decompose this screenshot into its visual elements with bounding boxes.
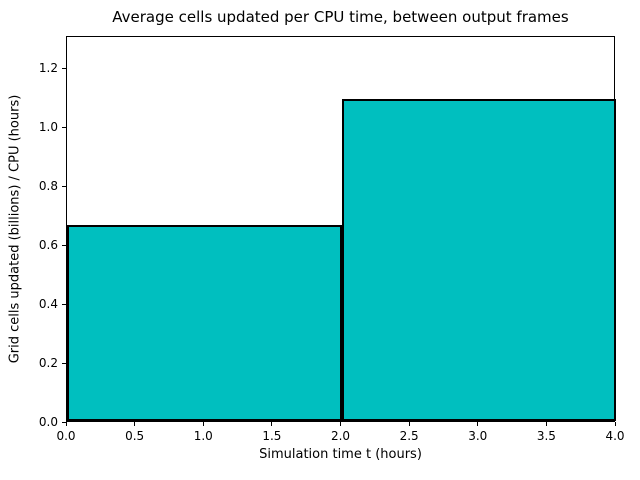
- x-tick-label: 0.0: [56, 429, 76, 443]
- x-tick-mark: [614, 422, 616, 426]
- y-tick-label: 0.6: [38, 238, 58, 253]
- histogram-bar: [67, 224, 342, 421]
- x-tick-label: 3.5: [536, 429, 556, 443]
- y-tick-label: 1.0: [38, 120, 58, 135]
- y-axis-label: Grid cells updated (billions) / CPU (hou…: [7, 94, 23, 364]
- y-tick-mark: [62, 126, 66, 128]
- y-tick-mark: [62, 67, 66, 69]
- plot-area: [66, 36, 616, 422]
- x-tick-mark: [340, 422, 341, 426]
- x-tick-mark: [202, 422, 204, 426]
- x-tick-mark: [134, 422, 136, 426]
- x-tick-label: 4.0: [605, 429, 625, 443]
- x-tick-label: 2.0: [330, 429, 351, 443]
- x-tick-label: 2.5: [399, 429, 419, 443]
- x-tick-label: 3.0: [468, 429, 488, 443]
- y-tick-label: 0.2: [38, 356, 58, 371]
- x-tick-label: 1.0: [193, 429, 213, 443]
- y-tick-mark: [62, 362, 66, 364]
- x-tick-mark: [477, 422, 479, 426]
- y-tick-mark: [62, 244, 66, 246]
- y-tick-label: 0.4: [38, 297, 58, 312]
- y-tick-label: 0.8: [38, 179, 58, 194]
- y-tick-mark: [62, 303, 66, 305]
- y-tick-mark: [62, 185, 66, 187]
- x-axis-label: Simulation time t (hours): [259, 447, 422, 462]
- y-tick-label: 0.0: [38, 415, 58, 429]
- x-tick-mark: [408, 422, 410, 426]
- x-tick-label: 0.5: [125, 429, 145, 443]
- x-tick-mark: [271, 422, 273, 426]
- y-tick-label: 1.2: [38, 61, 58, 76]
- y-tick-mark: [62, 421, 66, 423]
- histogram-bar: [341, 98, 616, 421]
- x-tick-mark: [65, 422, 67, 426]
- chart-title: Average cells updated per CPU time, betw…: [112, 8, 569, 26]
- x-tick-label: 1.5: [262, 429, 282, 443]
- x-tick-mark: [545, 422, 547, 426]
